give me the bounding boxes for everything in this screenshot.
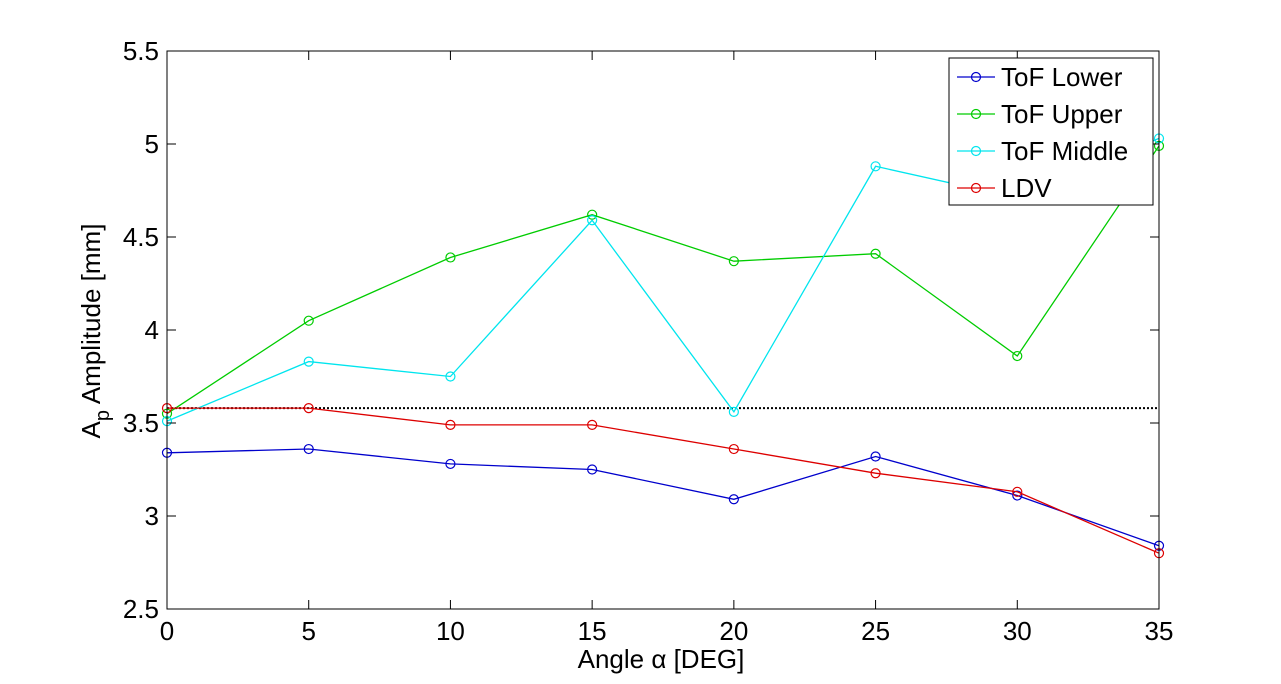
y-tick-label: 5.5 (123, 36, 159, 66)
data-point-tof-upper (587, 209, 598, 220)
x-tick-label: 30 (1003, 616, 1032, 646)
y-axis-label-main: A (76, 420, 106, 438)
legend-item-ldv: LDV (957, 173, 1052, 203)
legend-label: ToF Upper (1001, 99, 1123, 129)
data-point-ldv (587, 419, 598, 430)
data-point-tof-lower (1012, 490, 1023, 501)
data-point-tof-upper (1012, 350, 1023, 362)
legend-swatch-marker (970, 145, 982, 157)
data-point-ldv (870, 468, 881, 479)
series-line-tof-upper (166, 145, 1160, 415)
data-point-tof-lower (728, 494, 739, 505)
y-tick-label: 2.5 (123, 594, 159, 624)
y-axis-label-rest: Amplitude [mm] (76, 224, 106, 410)
series-line-ldv (167, 407, 1160, 554)
legend-swatch-marker (970, 71, 982, 83)
legend-swatch-marker (970, 182, 982, 194)
x-tick-label: 15 (578, 616, 607, 646)
data-point-tof-lower (587, 464, 598, 475)
legend: ToF Lower ToF Upper ToF Middle LDV (948, 57, 1154, 206)
data-point-tof-upper (728, 256, 739, 267)
x-tick-label: 25 (861, 616, 890, 646)
data-point-tof-middle (587, 215, 598, 226)
data-point-ldv (445, 419, 456, 430)
x-tick-label: 5 (301, 616, 315, 646)
legend-item-tof-lower: ToF Lower (957, 62, 1123, 92)
data-point-tof-lower (445, 458, 456, 470)
data-point-tof-upper (870, 248, 881, 259)
data-point-ldv (1012, 486, 1023, 497)
y-axis-label-subscript: p (92, 410, 114, 421)
y-tick-label: 5 (145, 129, 159, 159)
data-point-tof-lower (870, 451, 881, 462)
x-axis-label: Angle α [DEG] (578, 644, 745, 674)
legend-label: LDV (1001, 173, 1052, 203)
data-point-tof-lower (303, 443, 314, 455)
y-axis-label: Ap Amplitude [mm] (76, 224, 114, 439)
legend-label: ToF Lower (1001, 62, 1123, 92)
data-point-tof-middle (445, 371, 456, 382)
legend-item-tof-middle: ToF Middle (957, 136, 1128, 166)
data-point-tof-upper (445, 252, 456, 263)
legend-item-tof-upper: ToF Upper (957, 99, 1123, 129)
ticks-layer: 0 5 10 15 20 25 30 35 2.5 3 3.5 4 4.5 5 5.5 (123, 36, 1174, 646)
x-tick-label: 35 (1145, 616, 1174, 646)
legend-box (948, 57, 1154, 206)
data-point-tof-upper (303, 315, 314, 326)
y-tick-label: 3.5 (123, 408, 159, 438)
series-ldv (161, 403, 1165, 559)
legend-label: ToF Middle (1001, 136, 1128, 166)
data-point-tof-middle (303, 356, 314, 367)
data-point-tof-middle (870, 161, 881, 172)
data-point-tof-middle (728, 406, 739, 417)
y-tick-label: 3 (145, 501, 159, 531)
x-tick-label: 10 (436, 616, 465, 646)
x-tick-label: 20 (719, 616, 748, 646)
x-tick-label: 0 (160, 616, 174, 646)
legend-swatch-marker (970, 108, 982, 120)
y-tick-label: 4 (145, 315, 159, 345)
data-point-ldv (303, 403, 314, 414)
data-point-ldv (728, 443, 739, 455)
y-tick-label: 4.5 (123, 222, 159, 252)
